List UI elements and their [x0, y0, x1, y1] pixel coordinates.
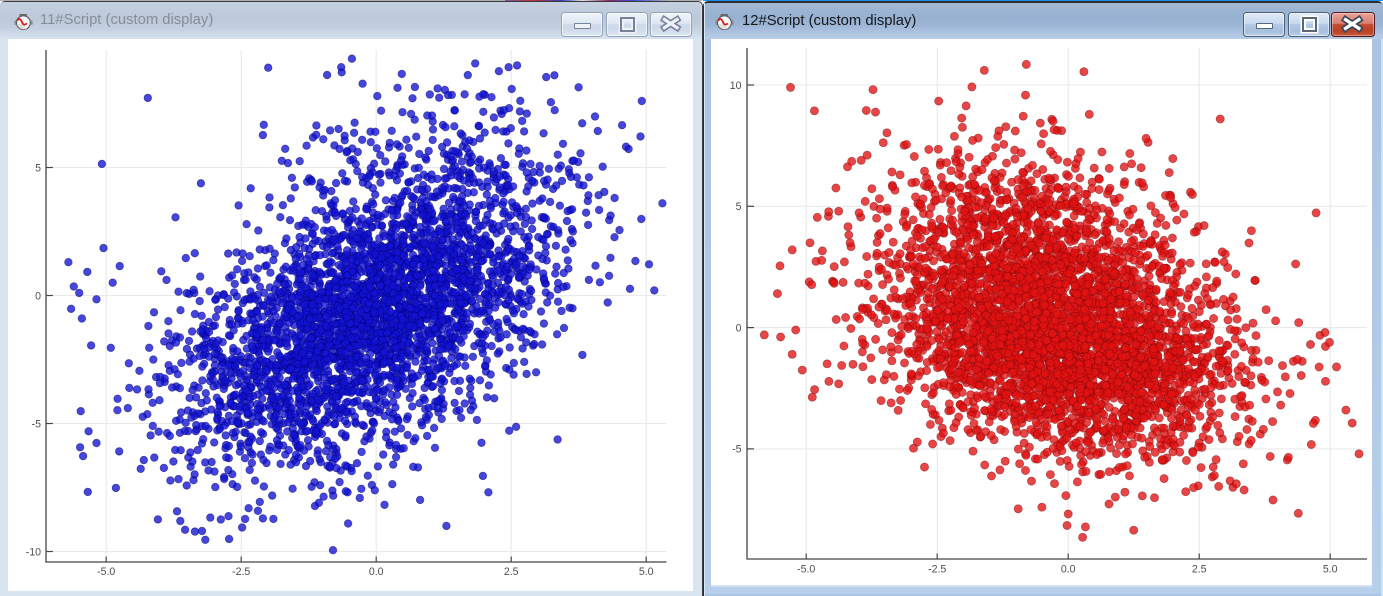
svg-text:0: 0	[35, 290, 41, 302]
svg-text:-5: -5	[32, 418, 42, 430]
svg-text:-5.0: -5.0	[97, 566, 115, 578]
svg-text:5.0: 5.0	[639, 566, 654, 578]
svg-text:5: 5	[35, 162, 41, 174]
svg-text:0.0: 0.0	[369, 566, 384, 578]
svg-text:-2.5: -2.5	[232, 566, 250, 578]
svg-text:2.5: 2.5	[504, 566, 519, 578]
svg-text:-10: -10	[26, 546, 41, 558]
